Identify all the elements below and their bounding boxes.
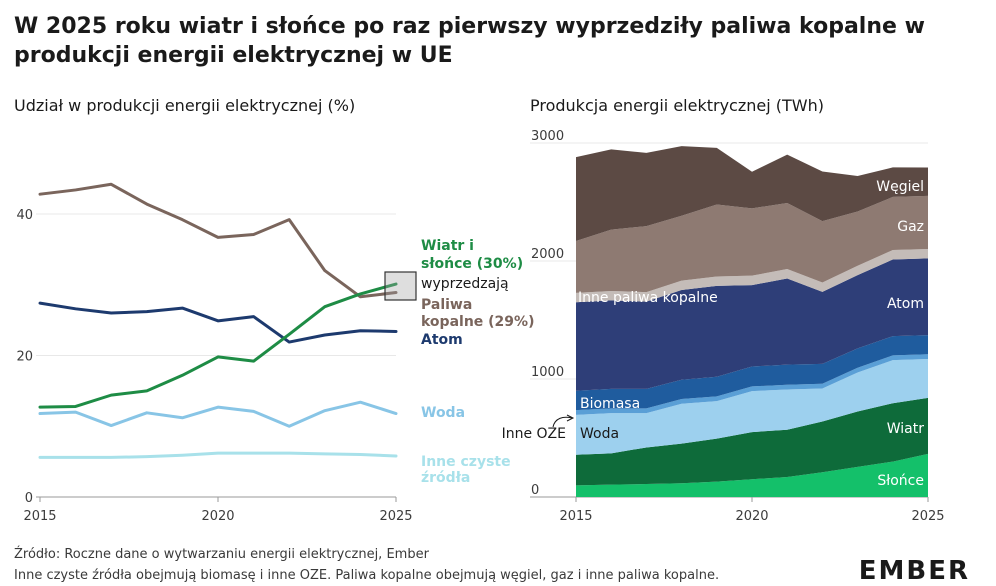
label-other-clean-line2: źródła: [421, 470, 470, 486]
left-x-tick: 2025: [379, 509, 412, 524]
label-fossil-line1: Paliwa: [421, 297, 472, 313]
label-other-fossil: Inne paliwa kopalne: [578, 290, 718, 306]
left-x-tick: 2020: [201, 509, 234, 524]
right-chart-title: Produkcja energii elektrycznej (TWh): [530, 96, 824, 115]
area-hydro_area: [576, 358, 928, 455]
other-re-pointer-head: [566, 414, 575, 422]
line-other_clean: [38, 451, 398, 459]
other-re-pointer: [552, 416, 573, 428]
ember-logo: EMBER: [858, 556, 970, 586]
label-gas: Gaz: [897, 219, 924, 235]
source-note: Źródło: Roczne dane o wytwarzaniu energi…: [14, 547, 429, 562]
label-wind-solar-line2: słońce (30%): [421, 256, 523, 272]
right-x-tick: 2025: [911, 509, 944, 524]
label-nuclear: Atom: [421, 332, 463, 348]
area-gas: [576, 195, 928, 293]
line-fossil: [38, 182, 398, 299]
label-coal: Węgiel: [876, 179, 924, 195]
right-y-tick: 1000: [531, 365, 564, 380]
label-wind: Wiatr: [887, 421, 924, 437]
right-x-tick: 2015: [559, 509, 592, 524]
line-hydro: [38, 400, 398, 428]
label-other-re: Inne OZE: [502, 426, 566, 442]
right-y-tick: 0: [531, 483, 539, 498]
label-fossil-line2: kopalne (29%): [421, 314, 534, 330]
area-other_re: [576, 354, 928, 415]
area-wind: [576, 397, 928, 486]
area-coal: [576, 146, 928, 241]
right-x-tick: 2020: [735, 509, 768, 524]
definitions-note: Inne czyste źródła obejmują biomasę i in…: [14, 568, 720, 583]
left-x-tick: 2015: [23, 509, 56, 524]
crossover-label: wyprzedzają: [421, 276, 509, 292]
label-biomass: Biomasa: [580, 396, 640, 412]
left-y-tick: 20: [16, 350, 33, 365]
label-other-clean-line1: Inne czyste: [421, 454, 511, 470]
label-wind-solar-line1: Wiatr i: [421, 238, 474, 254]
left-y-tick: 40: [16, 208, 33, 223]
crossover-highlight-box: [384, 271, 417, 301]
label-hydro: Woda: [421, 405, 465, 421]
label-hydro-area: Woda: [580, 426, 619, 442]
label-nuclear-area: Atom: [887, 296, 924, 312]
area-nuclear_area: [576, 258, 928, 391]
right-y-tick: 3000: [531, 129, 564, 144]
label-solar: Słońce: [877, 473, 924, 489]
page-title: W 2025 roku wiatr i słońce po raz pierws…: [14, 14, 925, 68]
left-chart-title: Udział w produkcji energii elektrycznej …: [14, 96, 356, 115]
line-nuclear: [38, 301, 398, 344]
left-y-tick: 0: [25, 491, 33, 506]
area-bio: [576, 335, 928, 411]
area-solar: [576, 453, 928, 497]
line-wind_solar: [38, 282, 398, 409]
right-y-tick: 2000: [531, 247, 564, 262]
